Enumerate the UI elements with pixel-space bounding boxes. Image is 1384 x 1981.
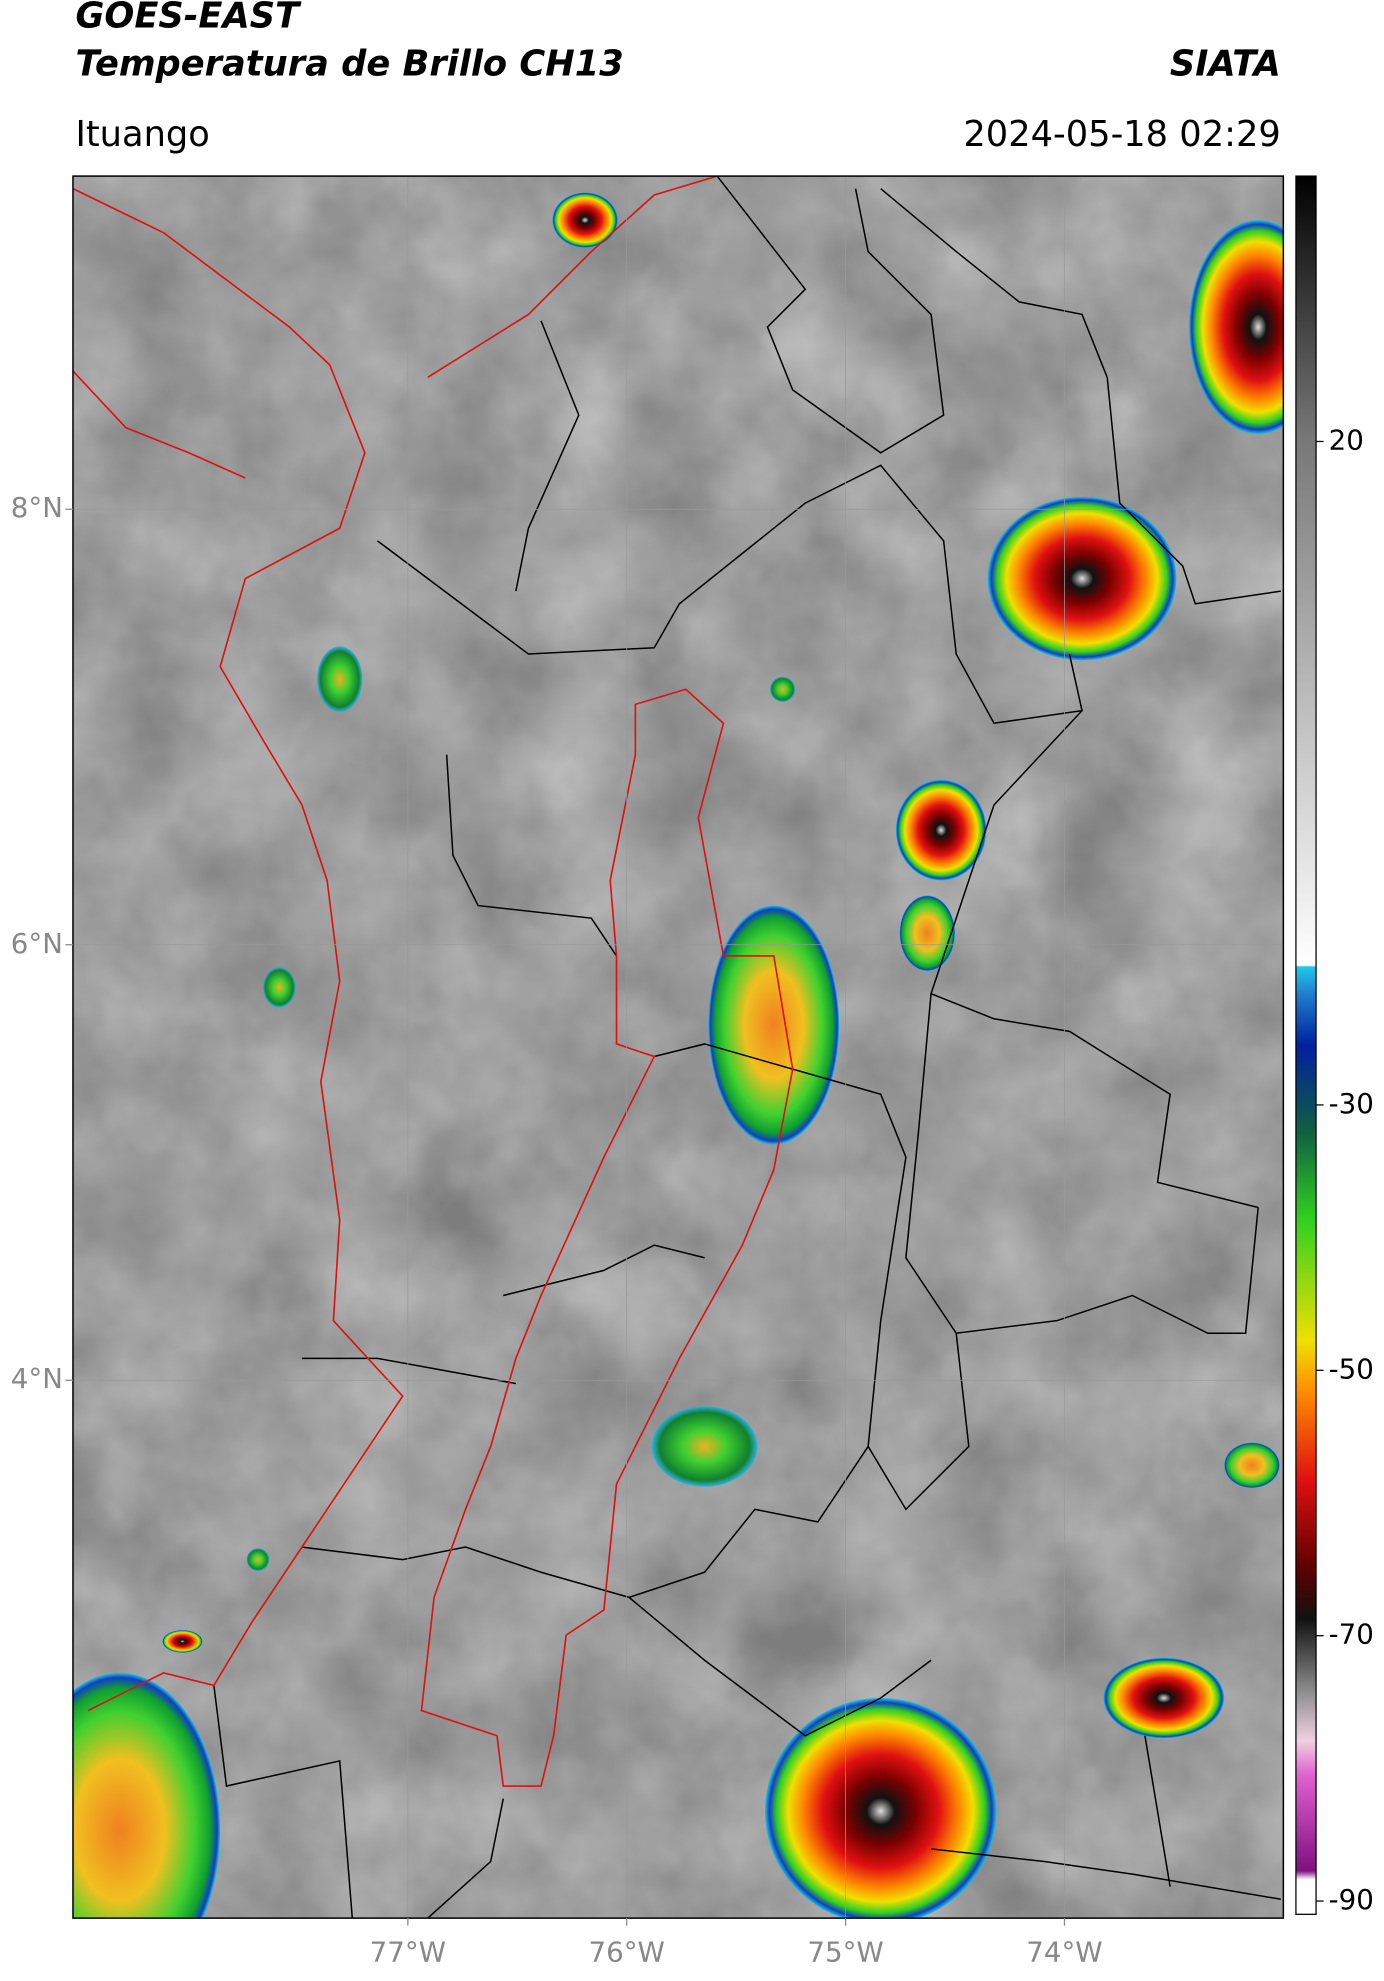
map-frame xyxy=(72,175,1285,1919)
source: SIATA xyxy=(1170,43,1281,84)
colorbar-tick-label: -30 xyxy=(1329,1087,1374,1120)
x-tick-label: 76°W xyxy=(589,1935,665,1968)
satellite-image xyxy=(72,176,1284,1919)
colorbar-tick-label: -50 xyxy=(1329,1352,1374,1385)
colorbar xyxy=(1295,175,1317,1915)
location: Ituango xyxy=(75,114,209,155)
y-tick-label: 4°N xyxy=(11,1362,63,1395)
colorbar-tick-label: -70 xyxy=(1329,1618,1374,1651)
x-tick-label: 77°W xyxy=(370,1935,446,1968)
y-tick-label: 6°N xyxy=(11,927,63,960)
y-tick-label: 8°N xyxy=(11,491,63,524)
x-tick-label: 75°W xyxy=(807,1935,883,1968)
colorbar-tick-label: -90 xyxy=(1329,1883,1374,1916)
datetime: 2024-05-18 02:29 xyxy=(963,114,1280,155)
x-tick-label: 74°W xyxy=(1026,1935,1102,1968)
title: GOES-EAST xyxy=(75,0,302,37)
subtitle: Temperatura de Brillo CH13 xyxy=(75,43,623,84)
colorbar-tick-label: 20 xyxy=(1329,423,1364,456)
